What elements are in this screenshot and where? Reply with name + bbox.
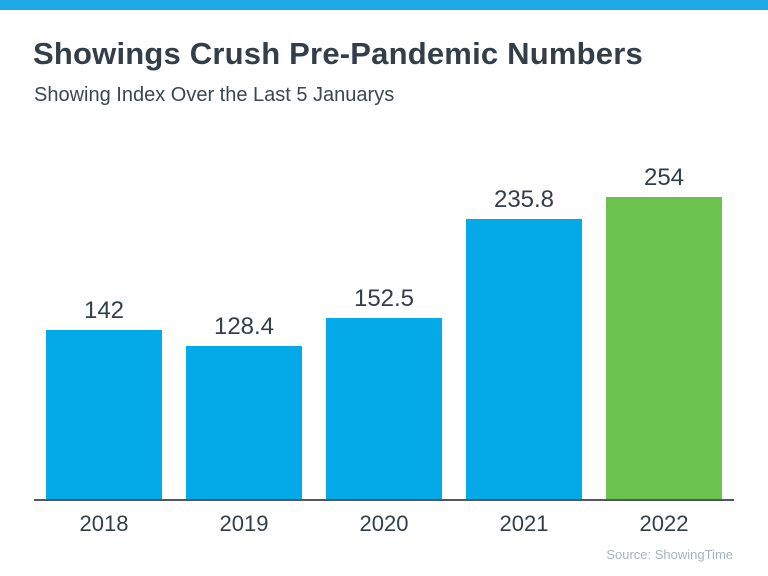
value-label-2021: 235.8 bbox=[493, 186, 555, 213]
value-label-2018: 142 bbox=[83, 297, 125, 324]
x-tick-label-2022: 2022 bbox=[639, 511, 689, 536]
bar-2021 bbox=[466, 219, 582, 499]
value-label-2019: 128.4 bbox=[213, 313, 275, 340]
value-label-2022: 254 bbox=[643, 164, 685, 191]
x-tick-label-2019: 2019 bbox=[219, 511, 269, 536]
chart-title: Showings Crush Pre-Pandemic Numbers bbox=[33, 36, 643, 71]
bar-2020 bbox=[326, 318, 442, 499]
x-axis-line bbox=[34, 499, 734, 501]
bar-2022 bbox=[606, 197, 722, 499]
bar-2019 bbox=[186, 346, 302, 499]
x-tick-label-2020: 2020 bbox=[359, 511, 409, 536]
x-tick-label-2021: 2021 bbox=[499, 511, 549, 536]
top-accent-bar bbox=[0, 0, 768, 10]
x-tick-label-2018: 2018 bbox=[79, 511, 129, 536]
chart-subtitle: Showing Index Over the Last 5 Januarys bbox=[34, 84, 395, 106]
bar-2018 bbox=[46, 330, 162, 499]
source-attribution: Source: ShowingTime bbox=[606, 547, 733, 562]
value-label-2020: 152.5 bbox=[353, 285, 415, 312]
